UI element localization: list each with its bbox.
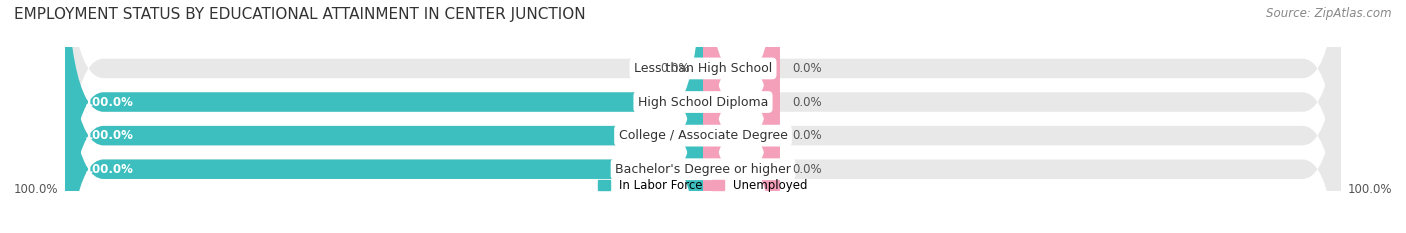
FancyBboxPatch shape (65, 0, 703, 233)
Text: 100.0%: 100.0% (14, 183, 59, 196)
Text: 0.0%: 0.0% (793, 62, 823, 75)
FancyBboxPatch shape (65, 0, 1341, 233)
Text: Less than High School: Less than High School (634, 62, 772, 75)
FancyBboxPatch shape (65, 0, 1341, 233)
FancyBboxPatch shape (65, 0, 703, 233)
Legend: In Labor Force, Unemployed: In Labor Force, Unemployed (593, 174, 813, 197)
Text: 0.0%: 0.0% (793, 96, 823, 109)
Text: 100.0%: 100.0% (84, 96, 134, 109)
FancyBboxPatch shape (65, 0, 1341, 233)
Text: Source: ZipAtlas.com: Source: ZipAtlas.com (1267, 7, 1392, 20)
Text: College / Associate Degree: College / Associate Degree (619, 129, 787, 142)
Text: High School Diploma: High School Diploma (638, 96, 768, 109)
Text: 0.0%: 0.0% (661, 62, 690, 75)
FancyBboxPatch shape (703, 0, 779, 233)
FancyBboxPatch shape (703, 0, 779, 233)
FancyBboxPatch shape (703, 0, 779, 233)
FancyBboxPatch shape (65, 0, 1341, 233)
Text: 100.0%: 100.0% (84, 129, 134, 142)
Text: EMPLOYMENT STATUS BY EDUCATIONAL ATTAINMENT IN CENTER JUNCTION: EMPLOYMENT STATUS BY EDUCATIONAL ATTAINM… (14, 7, 586, 22)
Text: 100.0%: 100.0% (1347, 183, 1392, 196)
Text: 0.0%: 0.0% (793, 129, 823, 142)
Text: 0.0%: 0.0% (793, 163, 823, 176)
Text: 100.0%: 100.0% (84, 163, 134, 176)
FancyBboxPatch shape (65, 0, 703, 233)
Text: Bachelor's Degree or higher: Bachelor's Degree or higher (614, 163, 792, 176)
FancyBboxPatch shape (703, 0, 779, 233)
